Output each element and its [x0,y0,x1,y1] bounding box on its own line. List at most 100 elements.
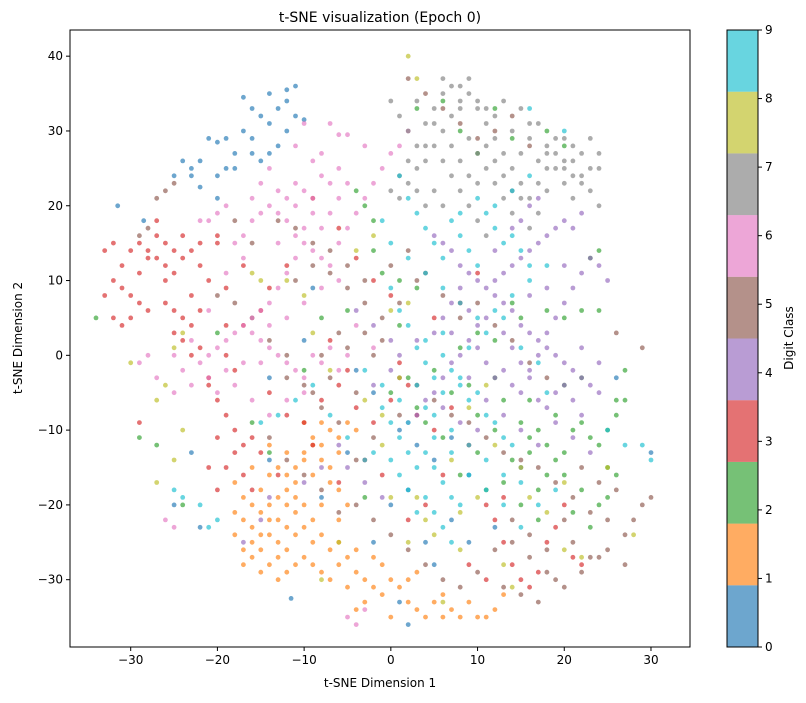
point-class-7 [527,225,532,231]
point-class-5 [345,285,350,291]
point-class-2 [379,270,385,276]
point-class-6 [353,622,359,627]
colorbar-segment-8 [727,91,758,154]
point-class-8 [405,300,411,306]
point-class-6 [293,203,298,209]
point-class-9 [397,435,402,440]
point-class-5 [622,562,628,568]
colorbar-tick-label: 6 [765,229,773,243]
point-class-3 [197,240,203,246]
point-class-7 [466,91,472,96]
point-class-3 [197,308,203,313]
point-class-9 [466,472,472,478]
point-class-9 [388,420,394,425]
point-class-9 [449,367,454,373]
point-class-7 [492,180,498,186]
point-class-6 [301,240,307,246]
point-class-9 [423,338,428,343]
point-class-6 [275,188,281,194]
point-class-6 [284,270,290,276]
point-class-7 [509,128,515,134]
point-class-3 [440,472,446,478]
point-class-4 [561,218,567,224]
point-class-4 [596,263,602,268]
point-class-3 [137,270,142,276]
point-class-6 [310,248,316,254]
point-class-3 [249,435,255,440]
point-class-7 [440,76,446,81]
point-class-1 [232,532,238,538]
point-class-3 [154,255,160,261]
point-class-7 [492,158,498,164]
point-class-3 [241,263,246,268]
point-class-7 [561,158,567,164]
point-class-5 [423,562,428,568]
colorbar-frame [726,29,759,648]
point-class-1 [319,457,324,463]
point-class-4 [570,225,576,231]
point-class-1 [310,472,316,478]
point-class-1 [353,607,359,612]
point-class-1 [353,547,359,553]
point-class-2 [561,472,567,478]
point-class-3 [336,225,342,231]
point-class-6 [336,367,342,373]
point-class-3 [111,278,116,283]
point-class-2 [475,330,480,336]
point-class-6 [336,166,342,171]
point-class-5 [587,510,593,515]
point-class-9 [206,524,212,530]
point-class-6 [206,308,212,313]
point-class-9 [449,495,454,500]
point-class-0 [492,524,498,530]
point-class-4 [449,300,454,306]
point-class-4 [501,300,506,306]
point-class-9 [397,472,402,478]
point-class-1 [301,450,307,455]
point-class-9 [397,173,402,179]
point-class-1 [301,502,307,508]
point-class-6 [301,121,307,126]
point-class-5 [388,532,394,538]
point-class-2 [596,308,602,313]
point-class-4 [431,330,437,336]
point-class-1 [301,457,307,463]
point-class-3 [128,248,134,254]
point-class-9 [527,173,532,179]
point-class-9 [405,420,411,425]
point-class-6 [232,240,238,246]
point-class-0 [423,539,428,545]
point-class-2 [570,510,576,515]
point-class-0 [249,106,255,111]
point-class-7 [397,113,402,119]
point-class-1 [310,435,316,440]
point-class-2 [345,308,350,313]
point-class-5 [310,240,316,246]
point-class-4 [440,405,446,411]
point-class-0 [449,435,454,440]
point-class-3 [119,263,125,268]
point-class-5 [397,412,402,418]
point-class-4 [483,397,489,403]
colorbar-tick-label: 3 [765,434,773,448]
point-class-8 [154,397,160,403]
point-class-1 [249,524,255,530]
point-class-5 [561,517,567,523]
point-class-8 [457,547,463,553]
point-class-3 [180,233,186,239]
point-class-0 [414,442,420,448]
point-class-0 [371,390,376,396]
point-class-9 [180,495,186,500]
colorbar-label: Digit Class [782,306,796,370]
point-class-9 [414,345,420,351]
point-class-9 [457,375,463,381]
point-class-1 [267,472,272,478]
point-class-3 [336,382,342,388]
point-class-3 [579,562,584,568]
point-class-8 [388,495,394,500]
point-class-4 [527,367,532,373]
point-class-8 [397,375,402,381]
point-class-1 [371,554,376,560]
point-class-0 [388,502,394,508]
point-class-1 [293,532,298,538]
